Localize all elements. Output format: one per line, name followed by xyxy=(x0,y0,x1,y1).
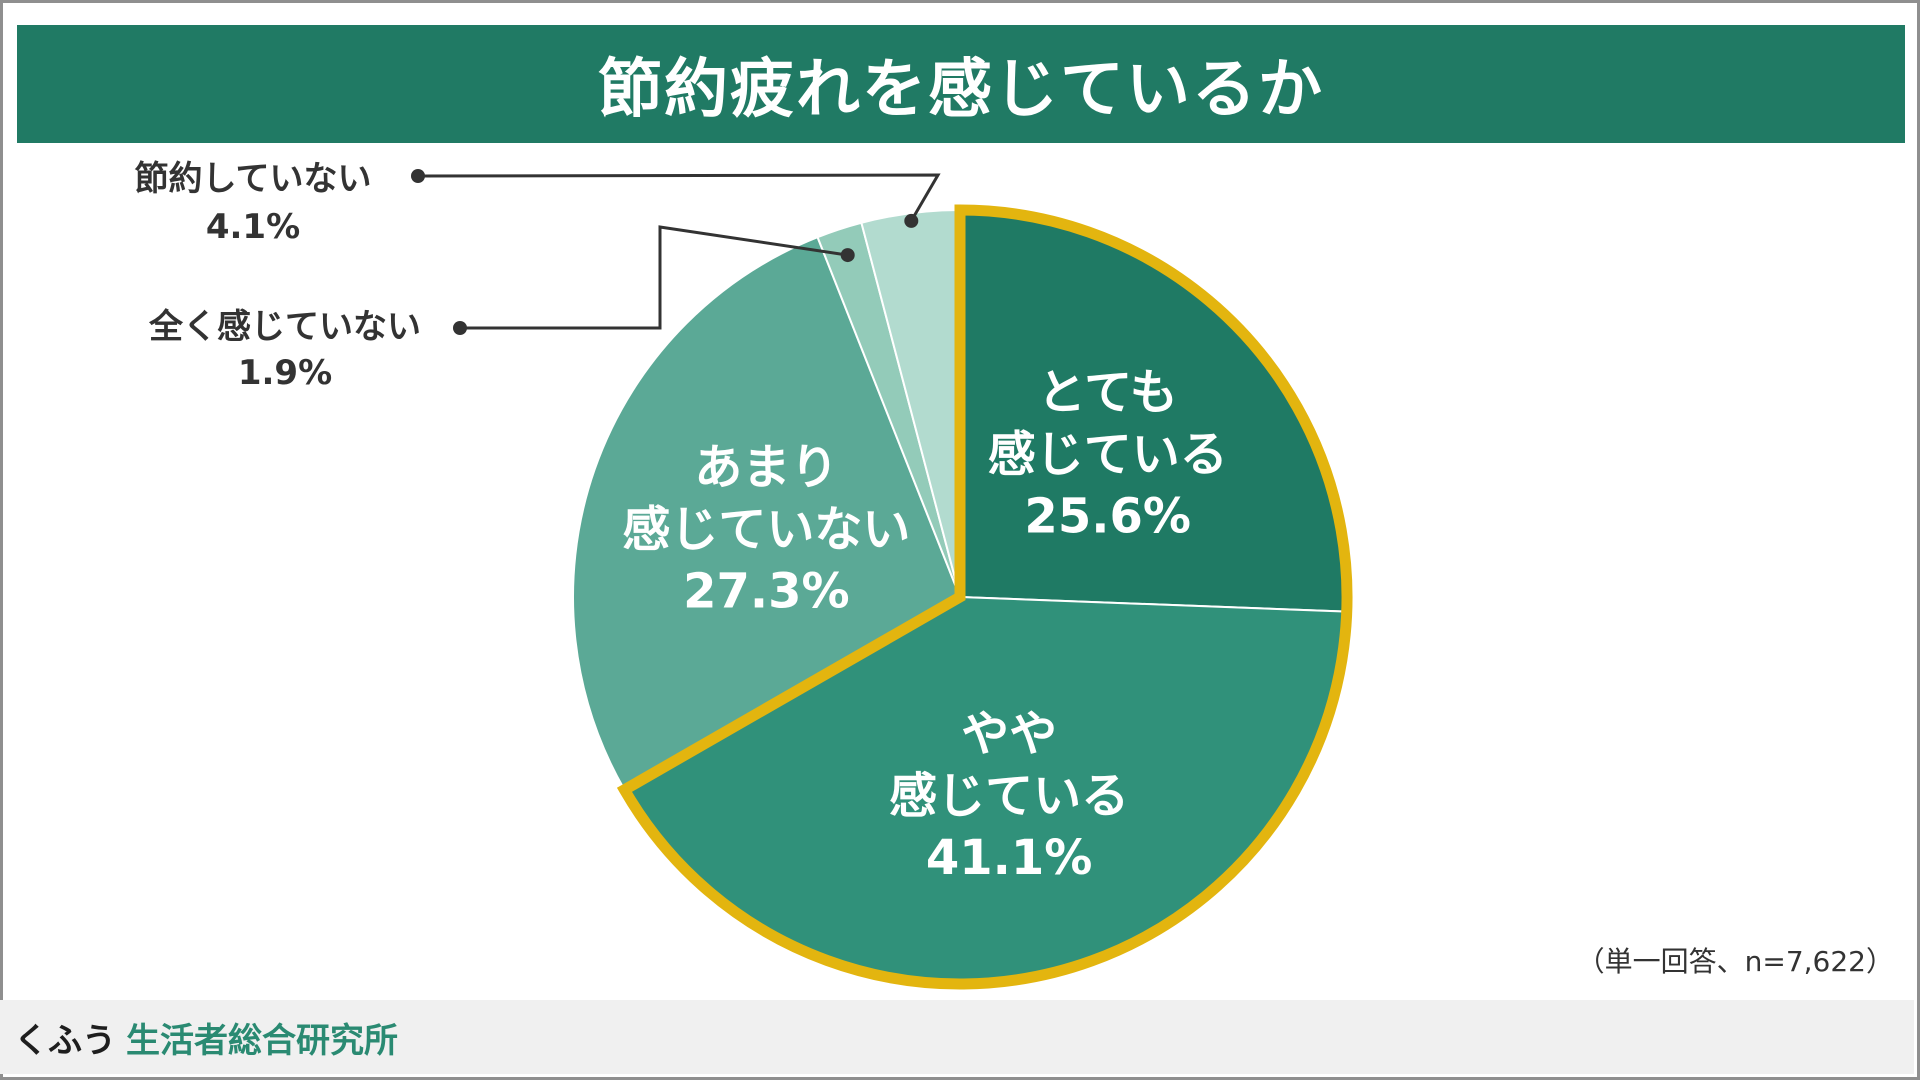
slice-label: やや xyxy=(961,706,1057,762)
slice-value-label: 4.1% xyxy=(206,207,300,247)
callout-dot xyxy=(453,321,467,335)
slice-label: 感じている xyxy=(988,427,1228,483)
highlight-outline xyxy=(616,204,1353,990)
footnote: （単一回答、n=7,622） xyxy=(1576,945,1894,978)
slice-value-label: 27.3% xyxy=(683,563,850,619)
slice-value-label: 25.6% xyxy=(1024,489,1191,545)
callout-line xyxy=(460,225,848,330)
slice-label: 全く感じていない xyxy=(148,307,421,347)
slice-value-label: 1.9% xyxy=(238,353,332,393)
callout-dot xyxy=(904,213,919,228)
callout-dot xyxy=(411,169,425,183)
callout-line xyxy=(417,173,941,222)
footer-org: 生活者総合研究所 xyxy=(126,1020,398,1061)
slice-label: 感じていない xyxy=(622,501,910,557)
callout-dot xyxy=(840,248,855,263)
title-bar: 節約疲れを感じているか xyxy=(17,25,1905,143)
slice-label: 節約していない xyxy=(135,159,372,199)
footer-brand: くふう xyxy=(14,1020,116,1061)
slice-value-label: 41.1% xyxy=(926,830,1093,886)
chart-title: 節約疲れを感じているか xyxy=(598,53,1324,127)
slice-label: あまり xyxy=(694,439,838,495)
footer: くふう 生活者総合研究所 xyxy=(0,1000,1914,1074)
slice-label: 感じている xyxy=(889,768,1129,824)
slice-label: とても xyxy=(1038,365,1178,421)
